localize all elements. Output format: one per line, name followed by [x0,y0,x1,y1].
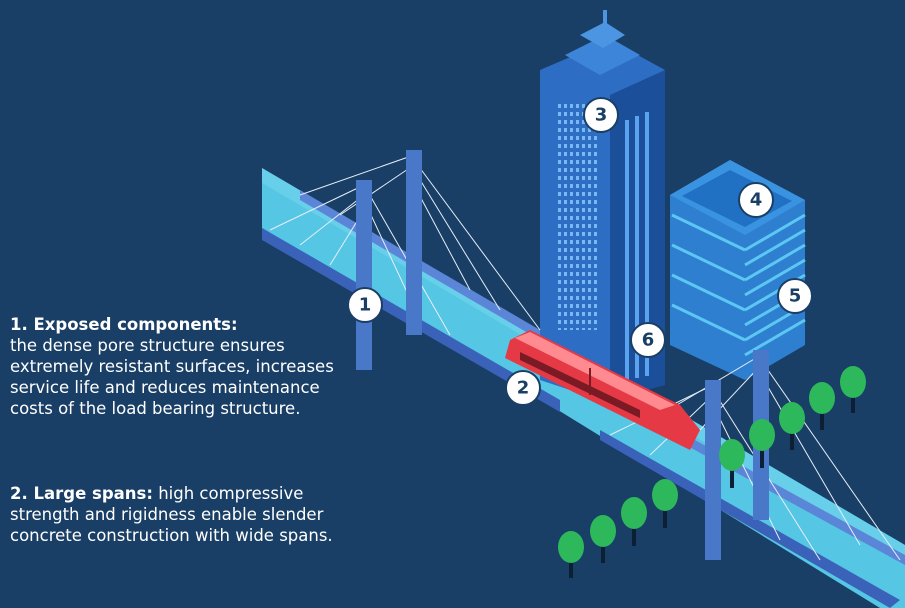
marker: 3 [583,97,619,133]
marker: 6 [630,322,666,358]
marker-label: 2 [517,378,530,399]
pylons [356,150,769,560]
marker-circle [738,182,774,218]
marker: 5 [777,278,813,314]
office-building [670,160,806,380]
marker-circle [777,278,813,314]
marker: 2 [505,370,541,406]
marker-label: 1 [359,295,372,316]
marker-circle [505,370,541,406]
info-text: high compressive strength and rigidness … [10,484,333,545]
marker-circle [630,322,666,358]
marker: 1 [347,287,383,323]
info-title: 1. Exposed components: [10,315,238,334]
info-text: the dense pore structure ensures extreme… [10,336,334,418]
marker-circle [347,287,383,323]
marker-label: 5 [789,286,802,307]
bridge-deck [600,430,900,608]
train [505,330,700,450]
info-block: 2. Large spans: high compressive strengt… [10,483,340,546]
marker-label: 6 [642,330,655,351]
marker-circle [583,97,619,133]
trees [558,366,866,578]
marker-label: 3 [595,105,608,126]
marker: 4 [738,182,774,218]
marker-label: 4 [750,190,763,211]
info-title: 2. Large spans: [10,484,153,503]
info-block: 1. Exposed components: the dense pore str… [10,314,340,419]
tower-building [540,10,665,400]
